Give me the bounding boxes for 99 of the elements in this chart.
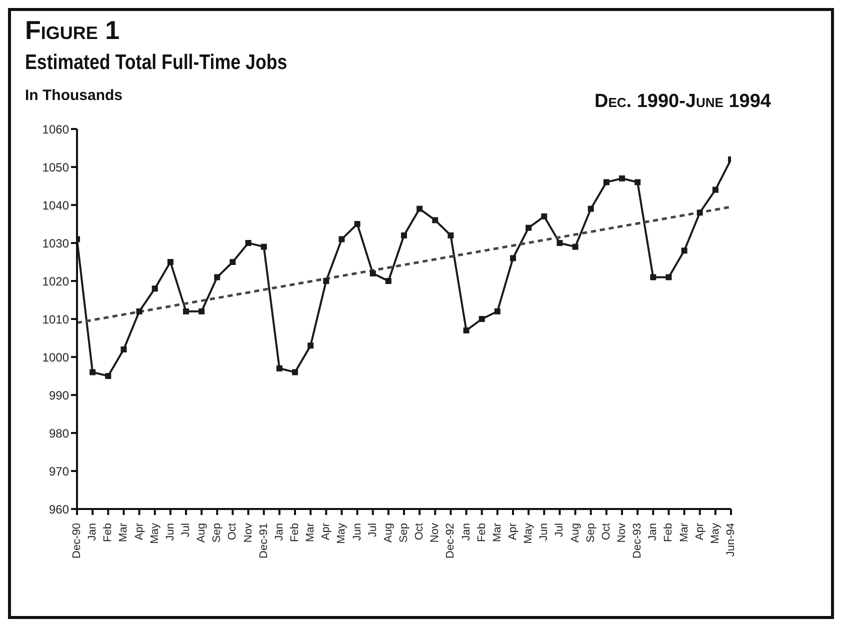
point bbox=[152, 286, 158, 292]
point bbox=[214, 274, 220, 280]
point bbox=[432, 217, 438, 224]
point bbox=[494, 308, 500, 314]
x-tick-label: Oct bbox=[600, 523, 612, 540]
point bbox=[448, 232, 454, 238]
point bbox=[354, 221, 360, 227]
x-tick-label: Jun bbox=[164, 523, 176, 541]
x-tick-label: Jan bbox=[86, 523, 99, 541]
x-tick-label: Nov bbox=[242, 522, 254, 543]
y-tick-label: 1050 bbox=[42, 160, 70, 174]
x-tick-label: Dec-90 bbox=[71, 523, 83, 558]
x-tick-label: Dec-92 bbox=[444, 523, 457, 558]
point bbox=[370, 270, 376, 276]
x-tick-label: Aug bbox=[382, 523, 394, 543]
x-tick-label: Oct bbox=[414, 523, 426, 540]
point bbox=[603, 179, 610, 186]
point bbox=[105, 373, 112, 379]
chart-title: Figure 1 bbox=[25, 15, 120, 46]
x-tick-label: Feb bbox=[102, 523, 114, 542]
y-tick-label: 1010 bbox=[42, 312, 70, 326]
x-tick-label: Jul bbox=[180, 523, 192, 538]
point bbox=[90, 369, 96, 376]
x-tick-label: Mar bbox=[491, 522, 504, 542]
chart-subtitle: Estimated Total Full-Time Jobs bbox=[25, 51, 288, 75]
x-tick-label: Nov bbox=[616, 522, 628, 543]
y-axis-title: In Thousands bbox=[25, 87, 122, 104]
x-tick-label: Mar bbox=[678, 522, 690, 542]
point bbox=[619, 175, 625, 182]
x-tick-label: May bbox=[709, 522, 722, 544]
point bbox=[556, 240, 563, 246]
point bbox=[463, 327, 470, 334]
point bbox=[416, 206, 423, 212]
point bbox=[120, 346, 127, 352]
point bbox=[183, 308, 189, 314]
point bbox=[230, 259, 236, 265]
y-tick-label: 1060 bbox=[42, 122, 70, 136]
y-tick-label: 990 bbox=[48, 388, 70, 402]
point bbox=[136, 308, 142, 314]
x-tick-label: May bbox=[522, 522, 535, 544]
point bbox=[681, 248, 688, 254]
point bbox=[666, 274, 672, 280]
x-tick-label: Feb bbox=[289, 523, 301, 542]
x-tick-label: Jul bbox=[554, 523, 566, 538]
x-tick-label: Jan bbox=[647, 523, 660, 541]
x-tick-label: Apr bbox=[133, 522, 146, 540]
x-tick-label: Jan bbox=[460, 523, 472, 541]
x-tick-label: Aug bbox=[196, 523, 208, 543]
x-tick-label: Jun-94 bbox=[725, 523, 737, 557]
point bbox=[401, 232, 407, 238]
point bbox=[541, 213, 548, 220]
y-tick-label: 980 bbox=[48, 426, 70, 440]
x-tick-label: Sep bbox=[584, 523, 597, 543]
x-tick-label: Jun bbox=[351, 523, 364, 541]
y-tick-label: 1000 bbox=[42, 350, 70, 364]
x-tick-label: Jan bbox=[273, 523, 286, 541]
point bbox=[588, 206, 594, 212]
x-tick-label: Oct bbox=[226, 523, 239, 540]
x-tick-label: Dec-91 bbox=[258, 523, 270, 558]
x-tick-label: Mar bbox=[304, 522, 317, 542]
point bbox=[338, 236, 345, 242]
text: Dec. 1990-June 1994 bbox=[594, 91, 771, 113]
point bbox=[650, 274, 656, 280]
point bbox=[526, 224, 532, 231]
y-tick-label: 1040 bbox=[42, 198, 70, 212]
y-tick-label: 960 bbox=[48, 502, 70, 516]
x-tick-label: Nov bbox=[429, 522, 442, 543]
y-tick-label: 1030 bbox=[42, 236, 70, 250]
x-tick-label: Dec-93 bbox=[632, 523, 644, 558]
x-tick-label: Apr bbox=[694, 522, 706, 540]
point bbox=[245, 240, 252, 246]
x-tick-label: Apr bbox=[507, 522, 519, 540]
point bbox=[323, 278, 330, 284]
point bbox=[276, 365, 282, 372]
point bbox=[634, 179, 641, 186]
x-tick-label: Jun bbox=[538, 523, 550, 541]
x-tick-label: Mar bbox=[118, 522, 130, 542]
x-tick-label: Feb bbox=[476, 523, 488, 542]
point bbox=[510, 255, 516, 262]
x-tick-label: Feb bbox=[662, 523, 675, 542]
point bbox=[308, 342, 314, 349]
point bbox=[292, 369, 298, 376]
point bbox=[712, 186, 718, 193]
x-tick-label: Apr bbox=[320, 522, 332, 540]
x-tick-label: Sep bbox=[398, 523, 410, 543]
x-tick-label: Sep bbox=[211, 523, 224, 543]
x-tick-label: May bbox=[148, 522, 161, 544]
x-tick-label: May bbox=[336, 522, 348, 544]
y-tick-label: 1020 bbox=[42, 274, 70, 288]
x-tick-label: Jul bbox=[366, 523, 379, 538]
point bbox=[167, 259, 174, 265]
x-tick-label: Aug bbox=[569, 523, 582, 543]
point bbox=[696, 210, 703, 216]
point bbox=[260, 244, 267, 250]
point bbox=[198, 308, 205, 314]
point bbox=[478, 316, 485, 322]
y-tick-label: 970 bbox=[48, 464, 70, 478]
point bbox=[572, 244, 578, 250]
point bbox=[385, 278, 392, 284]
